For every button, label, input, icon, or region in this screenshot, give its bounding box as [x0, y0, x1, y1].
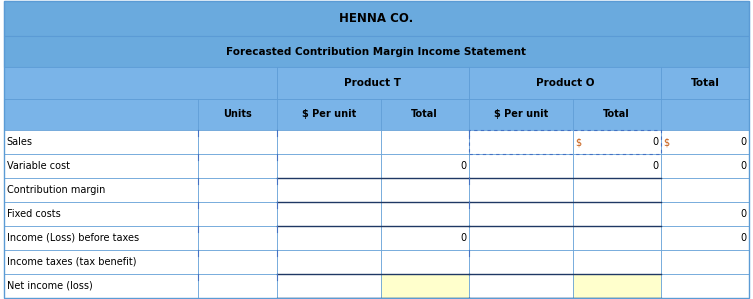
Text: 0: 0	[741, 209, 747, 219]
Bar	[4, 36, 749, 67]
Bar	[4, 99, 197, 130]
Text: Total: Total	[411, 109, 438, 119]
Text: $ Per unit: $ Per unit	[494, 109, 548, 119]
Bar	[572, 178, 661, 202]
Bar	[661, 250, 749, 274]
Text: Sales: Sales	[7, 137, 33, 147]
Text: Total: Total	[603, 109, 630, 119]
Bar	[197, 99, 277, 130]
Bar	[661, 67, 749, 99]
Bar	[197, 250, 277, 274]
Bar	[4, 226, 197, 250]
Bar	[277, 250, 380, 274]
Bar	[572, 154, 661, 178]
Text: $ Per unit: $ Per unit	[302, 109, 356, 119]
Text: Variable cost: Variable cost	[7, 161, 70, 171]
Bar	[572, 226, 661, 250]
Text: Total: Total	[691, 78, 720, 88]
Bar	[197, 274, 277, 298]
Text: Units: Units	[223, 109, 252, 119]
Text: Contribution margin: Contribution margin	[7, 185, 105, 195]
Bar	[4, 154, 197, 178]
Text: 0: 0	[653, 137, 659, 147]
Bar	[661, 99, 749, 130]
Bar	[4, 274, 197, 298]
Bar	[469, 274, 572, 298]
Bar	[197, 154, 277, 178]
Bar	[380, 99, 469, 130]
Bar	[277, 67, 469, 99]
Bar	[197, 226, 277, 250]
Bar	[380, 178, 469, 202]
Text: 0: 0	[741, 233, 747, 243]
Bar	[572, 274, 661, 298]
Text: Product O: Product O	[535, 78, 594, 88]
Bar	[197, 202, 277, 226]
Bar	[469, 99, 572, 130]
Bar	[469, 178, 572, 202]
Bar	[4, 250, 197, 274]
Bar	[4, 130, 197, 154]
Bar	[380, 130, 469, 154]
Bar	[380, 202, 469, 226]
Bar	[4, 67, 277, 99]
Bar	[469, 202, 572, 226]
Bar	[572, 99, 661, 130]
Bar	[380, 274, 469, 298]
Text: HENNA CO.: HENNA CO.	[340, 12, 413, 25]
Text: Income taxes (tax benefit): Income taxes (tax benefit)	[7, 257, 136, 267]
Text: 0: 0	[461, 233, 467, 243]
Bar	[277, 226, 380, 250]
Bar	[469, 130, 572, 154]
Bar	[572, 202, 661, 226]
Bar	[380, 154, 469, 178]
Bar	[4, 67, 749, 99]
Bar	[4, 178, 197, 202]
Bar	[277, 202, 380, 226]
Bar	[469, 130, 661, 154]
Bar	[4, 1, 749, 36]
Text: Fixed costs: Fixed costs	[7, 209, 60, 219]
Text: $: $	[663, 137, 669, 147]
Bar	[277, 274, 380, 298]
Bar	[572, 130, 661, 154]
Bar	[661, 226, 749, 250]
Bar	[469, 154, 572, 178]
Text: Forecasted Contribution Margin Income Statement: Forecasted Contribution Margin Income St…	[227, 47, 526, 57]
Bar	[380, 250, 469, 274]
Text: Product T: Product T	[344, 78, 401, 88]
Bar	[661, 154, 749, 178]
Bar	[572, 250, 661, 274]
Text: $: $	[575, 137, 581, 147]
Bar	[380, 226, 469, 250]
Bar	[661, 202, 749, 226]
Bar	[197, 130, 277, 154]
Text: 0: 0	[741, 161, 747, 171]
Bar	[661, 274, 749, 298]
Bar	[197, 178, 277, 202]
Bar	[277, 154, 380, 178]
Bar	[469, 226, 572, 250]
Bar	[277, 178, 380, 202]
Text: Income (Loss) before taxes: Income (Loss) before taxes	[7, 233, 139, 243]
Bar	[4, 202, 197, 226]
Bar	[469, 67, 661, 99]
Text: Net income (loss): Net income (loss)	[7, 280, 93, 291]
Bar	[661, 130, 749, 154]
Text: 0: 0	[741, 137, 747, 147]
Bar	[661, 178, 749, 202]
Text: 0: 0	[653, 161, 659, 171]
Bar	[277, 130, 380, 154]
Bar	[277, 99, 380, 130]
Bar	[469, 250, 572, 274]
Text: 0: 0	[461, 161, 467, 171]
